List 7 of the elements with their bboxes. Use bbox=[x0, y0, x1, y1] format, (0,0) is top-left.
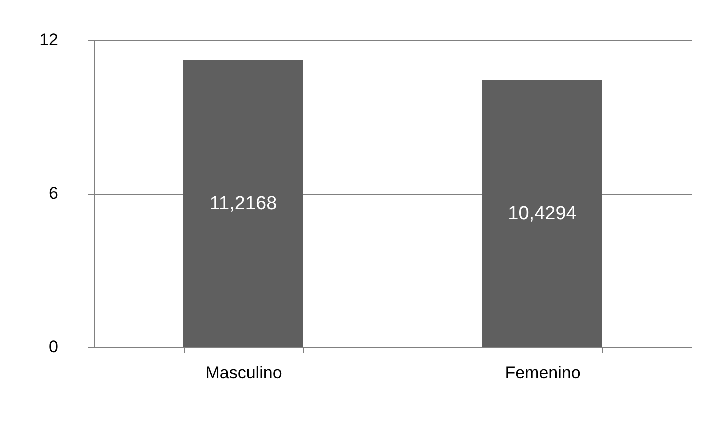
x-tick-label: Femenino bbox=[505, 364, 581, 382]
x-tick-label: Masculino bbox=[206, 364, 282, 382]
y-tick-label: 6 bbox=[49, 184, 58, 203]
y-tick-label: 12 bbox=[40, 30, 58, 50]
data-label: 10,4294 bbox=[508, 204, 578, 225]
data-label: 11,2168 bbox=[210, 194, 278, 215]
y-tick-label: 0 bbox=[49, 338, 58, 356]
